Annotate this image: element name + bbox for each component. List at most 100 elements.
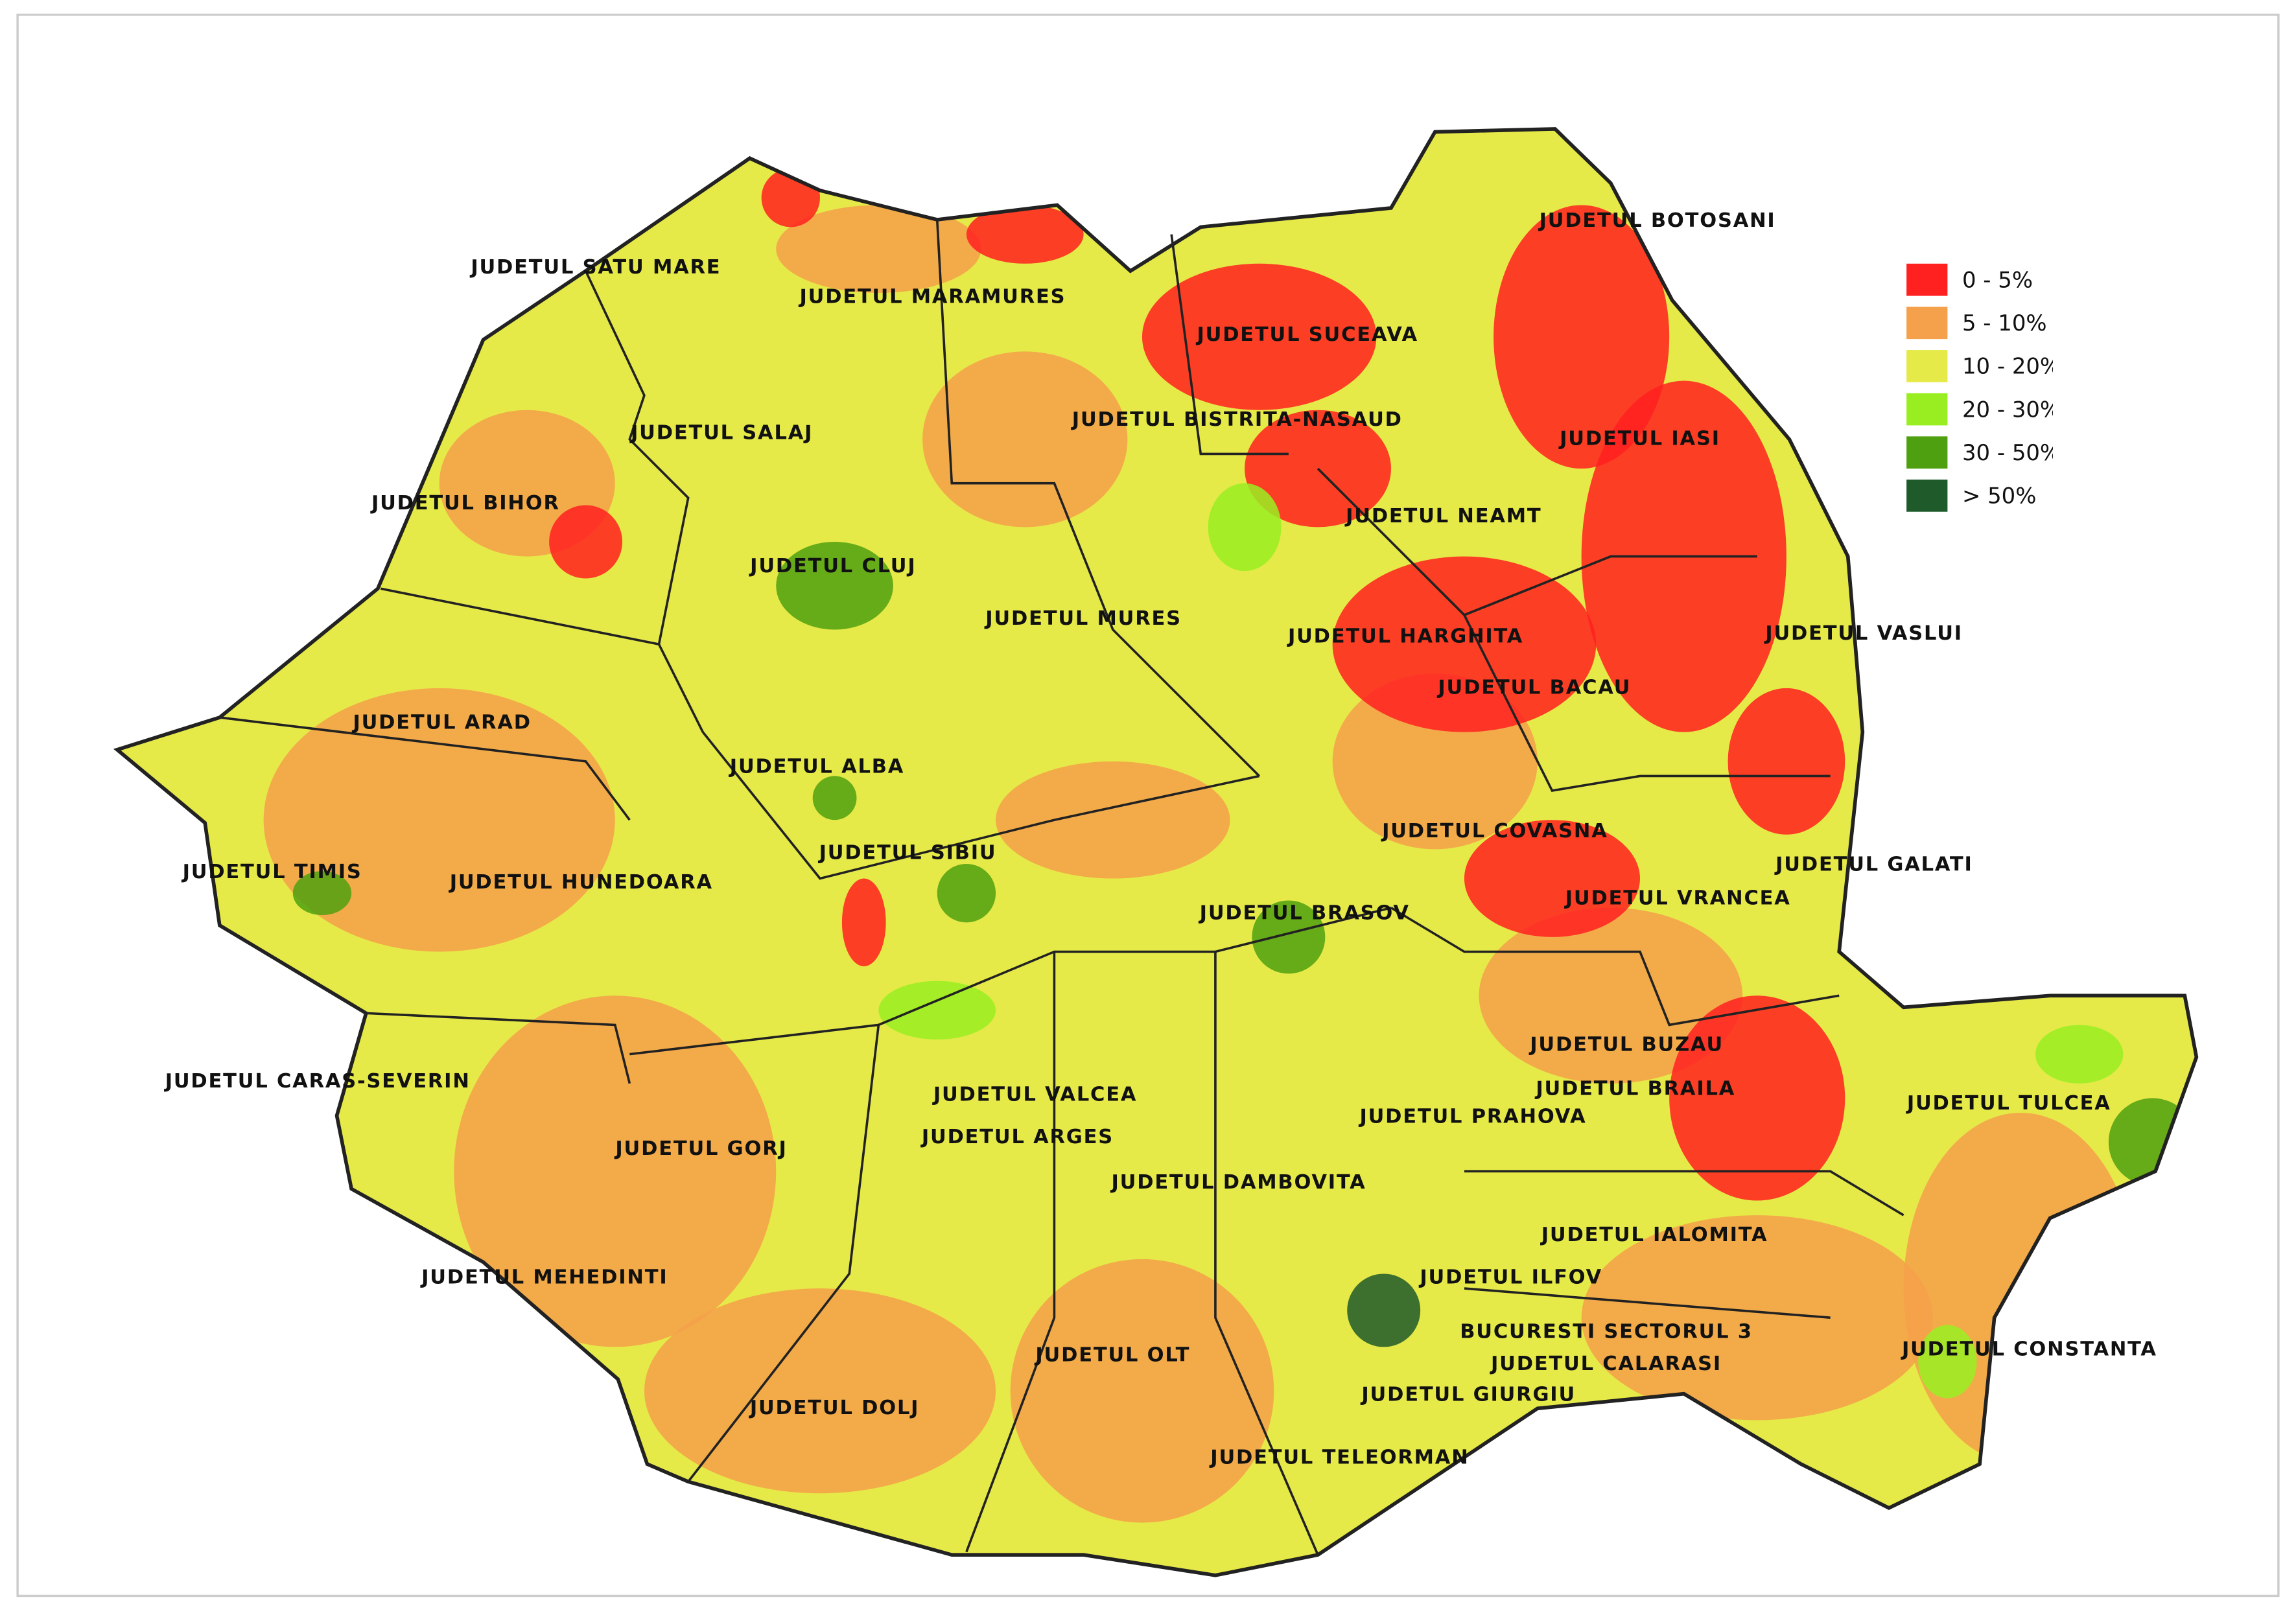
region-patch	[1464, 820, 1640, 937]
region-patch	[1252, 900, 1326, 974]
region-patch	[776, 205, 981, 293]
legend-swatch	[1906, 350, 1948, 382]
county-label: JUDETUL TIMIS	[182, 861, 362, 883]
county-label: JUDETUL BRAILA	[1534, 1077, 1735, 1100]
region-patch	[1347, 1273, 1421, 1347]
county-label: JUDETUL VASLUI	[1764, 622, 1963, 645]
county-label: JUDETUL BACAU	[1436, 676, 1631, 699]
county-borders	[219, 219, 1904, 1555]
region-patch	[1245, 410, 1391, 528]
county-label: JUDETUL MURES	[984, 607, 1182, 630]
county-border	[1170, 234, 1289, 456]
county-border	[935, 219, 1260, 777]
legend-label: 20 - 30%	[1962, 397, 2061, 422]
county-label: JUDETUL SIBIU	[818, 842, 997, 865]
legend-label: 30 - 50%	[1962, 440, 2061, 465]
region-patch	[1142, 263, 1377, 410]
county-label: JUDETUL IALOMITA	[1540, 1224, 1768, 1246]
legend-label: 0 - 5%	[1962, 267, 2033, 292]
county-border	[965, 951, 1056, 1553]
legend: 0 - 5% 5 - 10% 10 - 20% 20 - 30% 30 - 50% > 5…	[1906, 263, 2061, 512]
county-label: JUDETUL PRAHOVA	[1358, 1105, 1586, 1128]
region-patch	[841, 878, 886, 967]
county-label: JUDETUL CONSTANTA	[1901, 1338, 2157, 1360]
region-patch	[1208, 483, 1282, 572]
region-patch	[1332, 556, 1597, 732]
county-label: JUDETUL BISTRITA-NASAUD	[1071, 408, 1403, 431]
legend-swatch	[1906, 307, 1948, 340]
county-label: JUDETUL DOLJ	[749, 1397, 919, 1419]
county-label: JUDETUL IASI	[1558, 427, 1720, 450]
region-patch	[644, 1288, 996, 1494]
legend-swatch	[1906, 263, 1948, 296]
region-patch	[2035, 1025, 2124, 1084]
county-border	[584, 270, 704, 733]
county-border	[701, 731, 1260, 880]
county-border	[1464, 1287, 1831, 1319]
county-label: JUDETUL GORJ	[614, 1137, 787, 1160]
county-border	[1214, 951, 1319, 1555]
county-label: JUDETUL VRANCEA	[1564, 887, 1791, 910]
region-patch	[996, 761, 1230, 879]
region-patch	[292, 871, 352, 916]
region-patch	[1918, 1325, 1977, 1399]
region-patch	[1728, 688, 1845, 835]
region-patch	[1494, 205, 1670, 469]
county-label: JUDETUL BIHOR	[370, 492, 560, 515]
region-patch	[549, 505, 623, 579]
region-patch	[1669, 995, 1845, 1201]
region-patch	[937, 863, 996, 923]
county-border	[687, 1025, 880, 1483]
county-label: JUDETUL OLT	[1034, 1343, 1190, 1366]
legend-swatch	[1906, 436, 1948, 469]
legend-label: > 50%	[1962, 483, 2036, 509]
legend-swatch	[1906, 393, 1948, 426]
county-label: JUDETUL GALATI	[1774, 854, 1973, 876]
county-label: JUDETUL CALARASI	[1490, 1353, 1722, 1375]
county-label: JUDETUL CARAS-SEVERIN	[164, 1070, 471, 1093]
county-labels: JUDETUL SATU MARE JUDETUL MARAMURES JUDETU…	[164, 209, 2157, 1469]
region-patch	[878, 981, 996, 1040]
county-label: JUDETUL TULCEA	[1906, 1092, 2111, 1115]
region-patch	[922, 351, 1128, 528]
county-label: JUDETUL BUZAU	[1529, 1034, 1724, 1056]
county-label: JUDETUL SALAJ	[629, 421, 813, 444]
county-label: JUDETUL VALCEA	[932, 1083, 1137, 1106]
region-patch	[966, 205, 1084, 264]
county-label: JUDETUL NEAMT	[1344, 505, 1541, 528]
legend-label: 5 - 10%	[1962, 310, 2047, 336]
region-patch	[454, 995, 777, 1347]
region-patch	[776, 542, 893, 630]
county-label: JUDETUL ALBA	[729, 755, 904, 778]
county-label: JUDETUL CLUJ	[749, 555, 916, 577]
county-label: JUDETUL SATU MARE	[469, 256, 721, 279]
county-border	[1464, 1170, 1904, 1216]
county-label: JUDETUL TELEORMAN	[1209, 1447, 1469, 1469]
county-border	[1317, 467, 1757, 617]
county-label: JUDETUL GIURGIU	[1360, 1383, 1576, 1406]
county-label: JUDETUL ILFOV	[1418, 1266, 1602, 1289]
county-label: JUDETUL COVASNA	[1381, 820, 1608, 842]
region-patch	[1010, 1259, 1274, 1523]
county-label: JUDETUL MARAMURES	[799, 285, 1066, 308]
county-label: JUDETUL BOTOSANI	[1538, 209, 1776, 232]
county-border	[219, 716, 631, 821]
county-label: JUDETUL HARGHITA	[1287, 625, 1523, 647]
county-label: JUDETUL BRASOV	[1199, 901, 1410, 924]
county-border	[1390, 907, 1840, 1027]
county-label: JUDETUL HUNEDOARA	[449, 871, 713, 894]
county-border	[366, 1012, 631, 1084]
county-border	[1463, 614, 1831, 793]
county-border	[380, 587, 659, 645]
legend-label: 10 - 20%	[1962, 354, 2061, 379]
county-label: JUDETUL DAMBOVITA	[1110, 1171, 1366, 1194]
county-label: JUDETUL ARGES	[920, 1126, 1114, 1148]
county-label: JUDETUL SUCEAVA	[1195, 323, 1418, 346]
county-label: BUCURESTI SECTORUL 3	[1460, 1320, 1753, 1343]
region-patch	[812, 776, 857, 820]
legend-swatch	[1906, 480, 1948, 512]
county-label: JUDETUL ARAD	[351, 712, 531, 734]
country-outline	[113, 127, 2199, 1577]
region-patch	[1581, 1215, 1933, 1421]
